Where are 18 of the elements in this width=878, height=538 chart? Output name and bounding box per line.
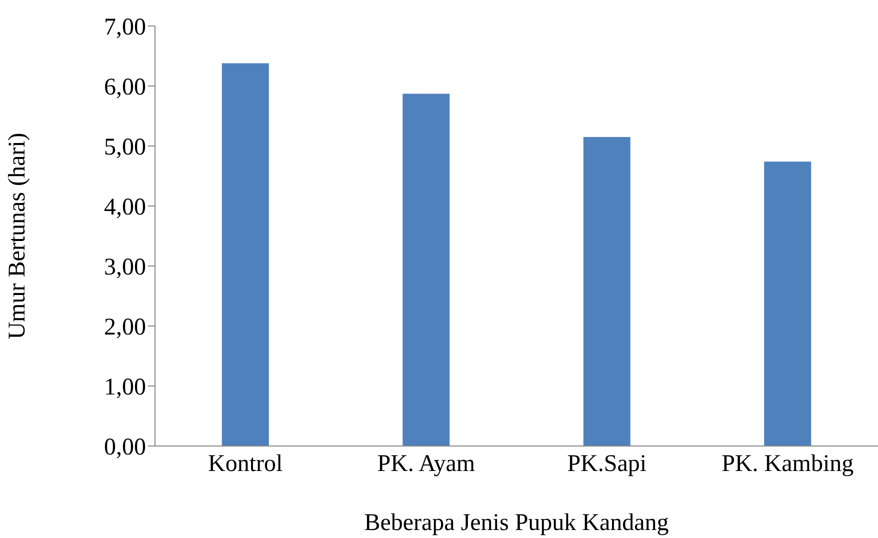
y-tick-label: 0,00 (104, 434, 146, 461)
x-axis-title: Beberapa Jenis Pupuk Kandang (364, 510, 669, 536)
x-tick-label: Kontrol (208, 451, 284, 478)
x-tick-label: PK. Kambing (722, 451, 854, 478)
x-tick-label: PK. Ayam (377, 451, 476, 478)
y-tick-label: 4,00 (104, 194, 146, 221)
y-axis-title: Umur Bertunas (hari) (4, 132, 31, 340)
y-tick-label: 2,00 (104, 314, 146, 341)
y-tick-label: 1,00 (104, 374, 146, 401)
y-tick-label: 5,00 (104, 134, 146, 161)
y-tick-label: 3,00 (104, 254, 146, 281)
x-tick-label: PK.Sapi (567, 451, 647, 478)
bar (222, 63, 269, 446)
y-tick-label: 6,00 (104, 74, 146, 101)
y-tick-label: 7,00 (104, 14, 146, 41)
bar (764, 162, 812, 446)
bar (402, 94, 450, 446)
bar (583, 137, 630, 446)
